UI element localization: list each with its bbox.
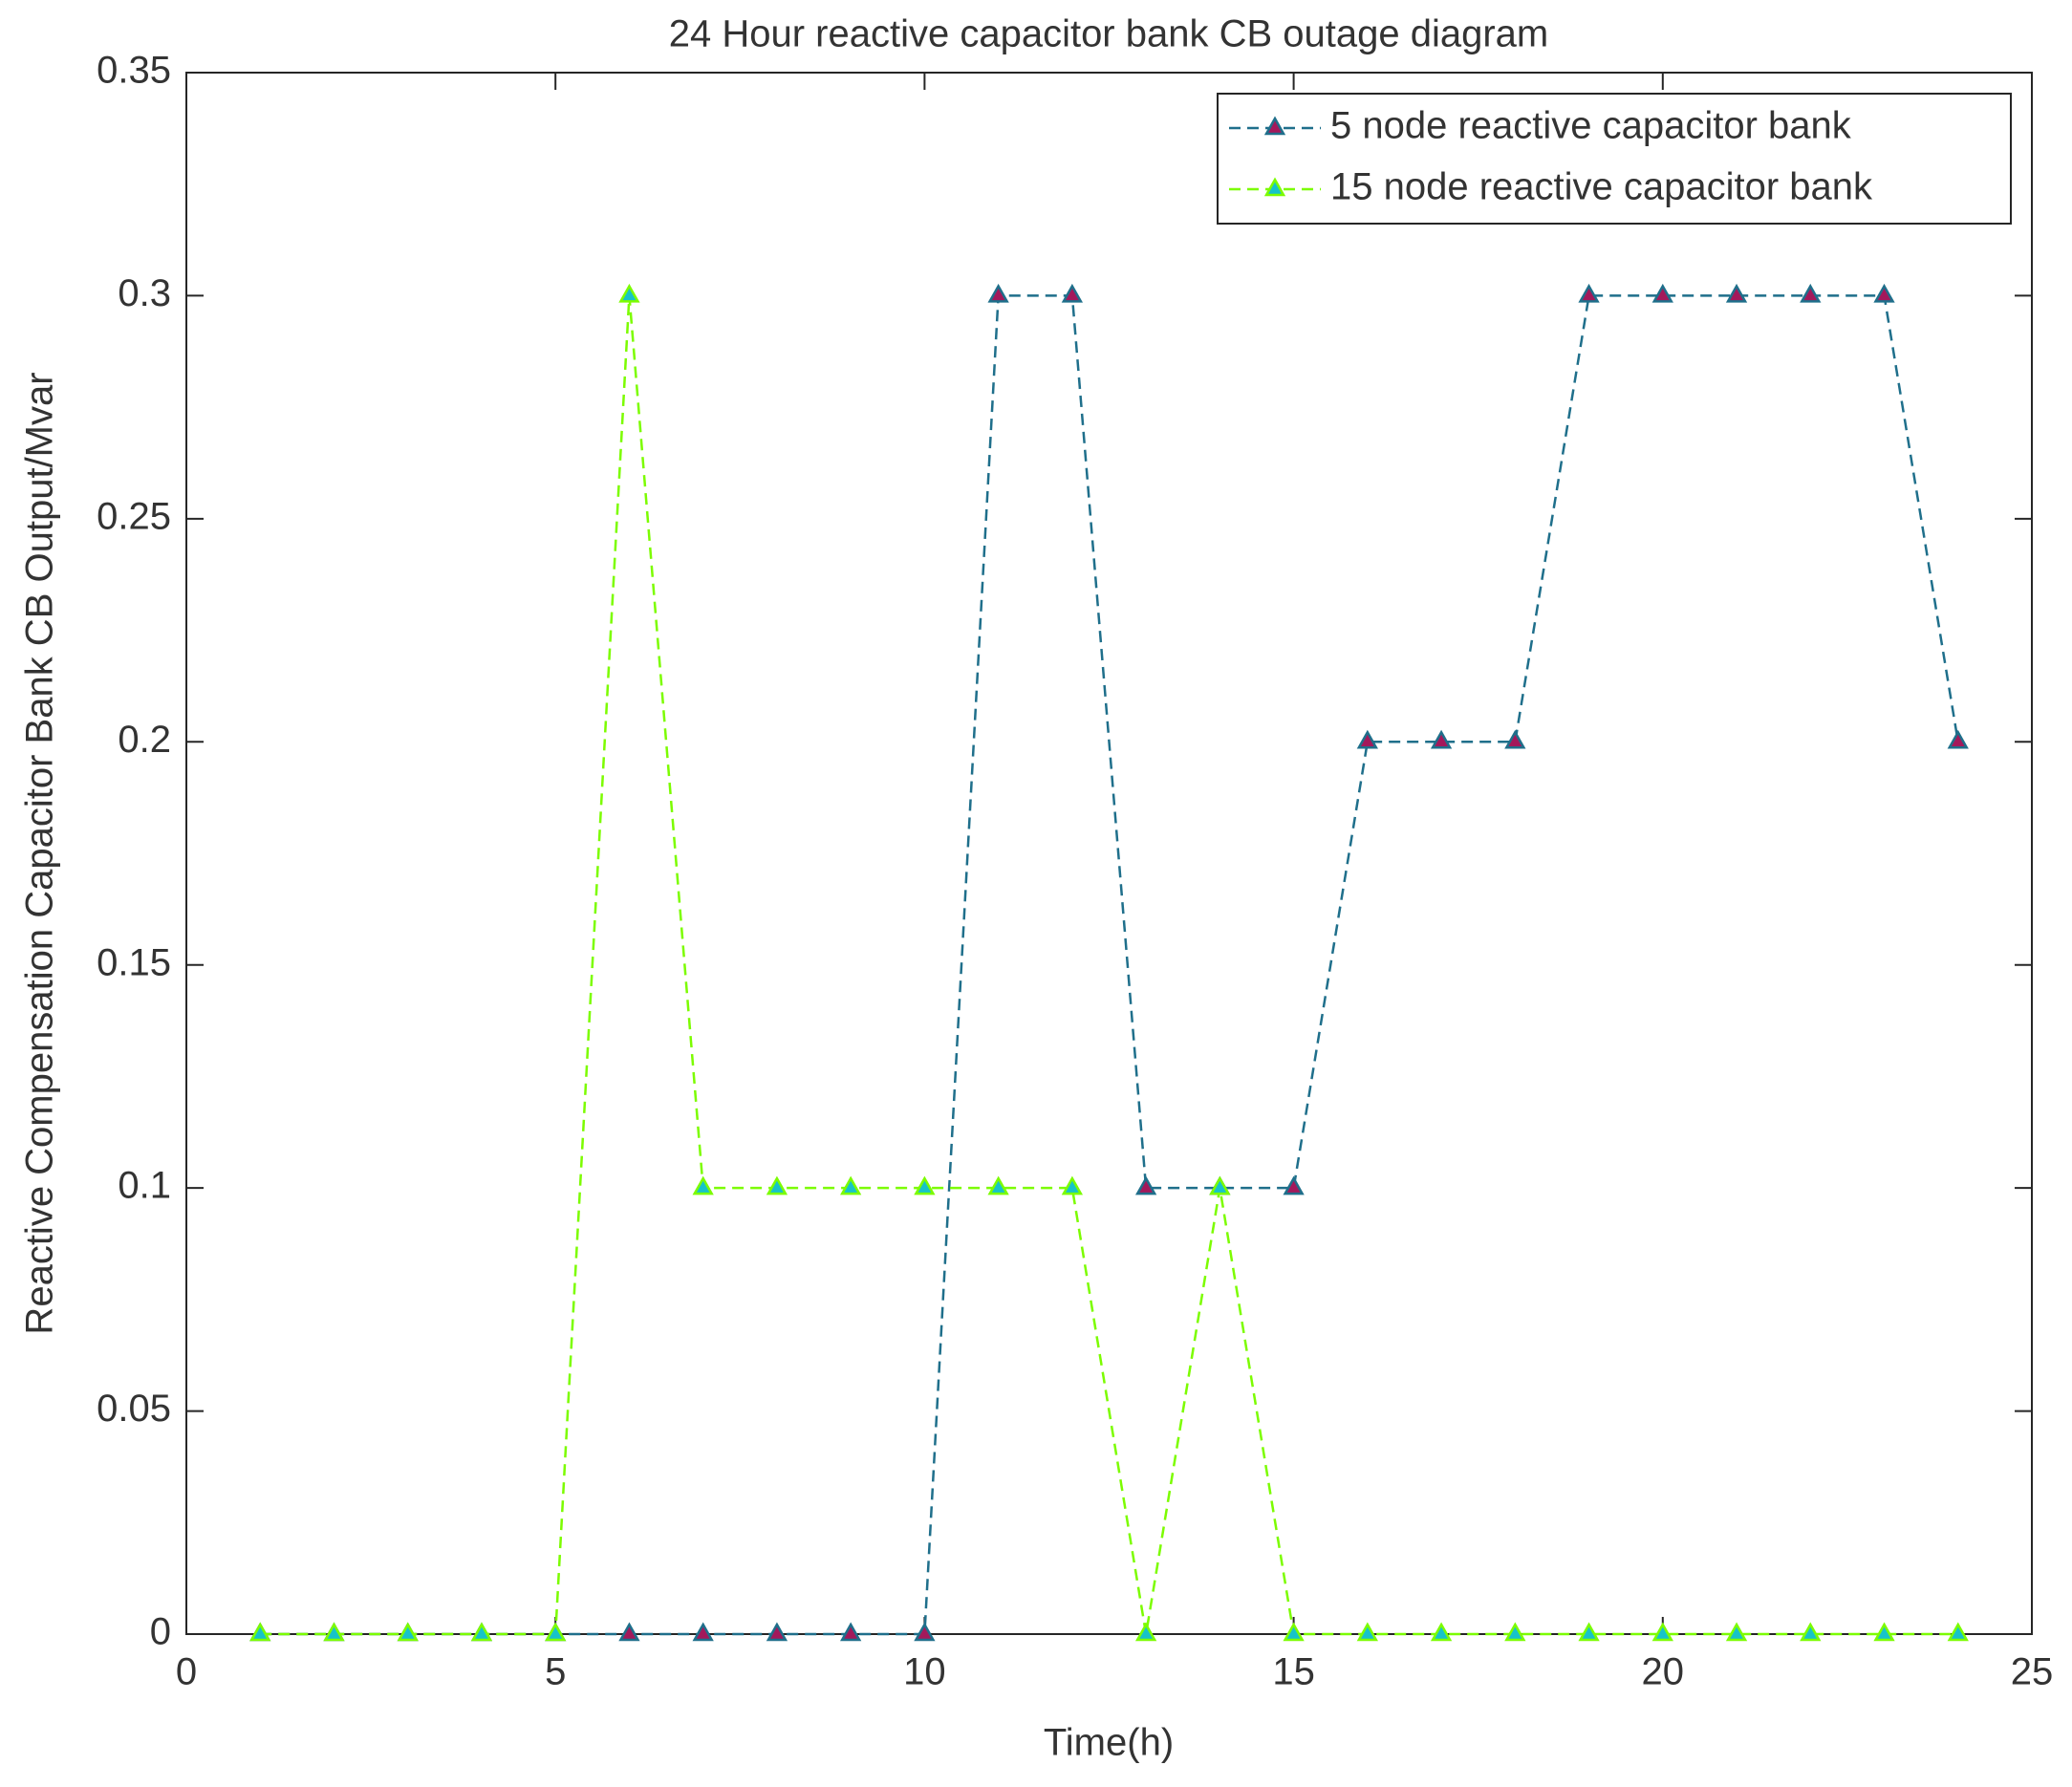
data-marker (1725, 1622, 1748, 1642)
x-tick-label: 15 (1272, 1651, 1315, 1693)
data-marker (1947, 729, 1969, 749)
x-tick-label: 5 (545, 1651, 566, 1693)
y-axis-label: Reactive Compensation Capacitor Bank CB … (19, 372, 61, 1334)
data-marker (1800, 1622, 1822, 1642)
data-marker (545, 1622, 567, 1642)
data-marker (840, 1622, 862, 1642)
data-marker (914, 1175, 936, 1195)
y-tick-label: 0.05 (97, 1388, 171, 1430)
legend-label: 5 node reactive capacitor bank (1330, 105, 1852, 147)
x-axis-label: Time(h) (1044, 1722, 1174, 1764)
data-marker (397, 1622, 419, 1642)
chart-title: 24 Hour reactive capacitor bank CB outag… (669, 13, 1549, 55)
data-marker (1947, 1622, 1969, 1642)
data-marker (1209, 1175, 1231, 1195)
plot-area (185, 72, 2033, 1635)
data-marker (249, 1622, 271, 1642)
y-tick-label: 0.2 (118, 719, 171, 761)
data-marker (1504, 1622, 1526, 1642)
data-marker (1134, 1175, 1157, 1195)
data-marker (618, 1622, 640, 1642)
y-tick-label: 0.35 (97, 50, 171, 92)
legend-marker (1263, 116, 1286, 136)
data-marker (1504, 729, 1526, 749)
data-marker (914, 1622, 936, 1642)
x-tick-label: 20 (1642, 1651, 1685, 1693)
legend-box (1217, 93, 2012, 225)
y-tick-label: 0 (150, 1611, 171, 1653)
data-marker (692, 1622, 714, 1642)
data-marker (1356, 1622, 1378, 1642)
x-tick-label: 25 (2011, 1651, 2054, 1693)
legend-label: 15 node reactive capacitor bank (1330, 166, 1873, 208)
data-marker (1430, 729, 1453, 749)
data-marker (1356, 729, 1378, 749)
data-marker (1651, 283, 1673, 303)
data-marker (987, 283, 1009, 303)
data-marker (1578, 1622, 1600, 1642)
data-marker (1061, 283, 1084, 303)
data-marker (1578, 283, 1600, 303)
data-marker (1873, 283, 1895, 303)
data-marker (1800, 283, 1822, 303)
data-marker (1134, 1622, 1157, 1642)
y-tick-label: 0.25 (97, 495, 171, 537)
data-marker (987, 1175, 1009, 1195)
data-marker (1651, 1622, 1673, 1642)
data-marker (766, 1622, 788, 1642)
data-marker (1430, 1622, 1453, 1642)
y-tick-label: 0.3 (118, 272, 171, 314)
data-marker (1725, 283, 1748, 303)
data-marker (1873, 1622, 1895, 1642)
y-tick-label: 0.15 (97, 941, 171, 983)
data-marker (1283, 1175, 1305, 1195)
data-marker (323, 1622, 345, 1642)
data-marker (470, 1622, 493, 1642)
data-marker (766, 1175, 788, 1195)
x-tick-label: 10 (903, 1651, 946, 1693)
data-marker (692, 1175, 714, 1195)
data-marker (840, 1175, 862, 1195)
series-line (260, 295, 1958, 1636)
data-marker (1283, 1622, 1305, 1642)
y-tick-label: 0.1 (118, 1165, 171, 1207)
legend-marker (1263, 177, 1286, 197)
data-marker (618, 283, 640, 303)
x-tick-label: 0 (176, 1651, 197, 1693)
data-marker (1061, 1175, 1084, 1195)
